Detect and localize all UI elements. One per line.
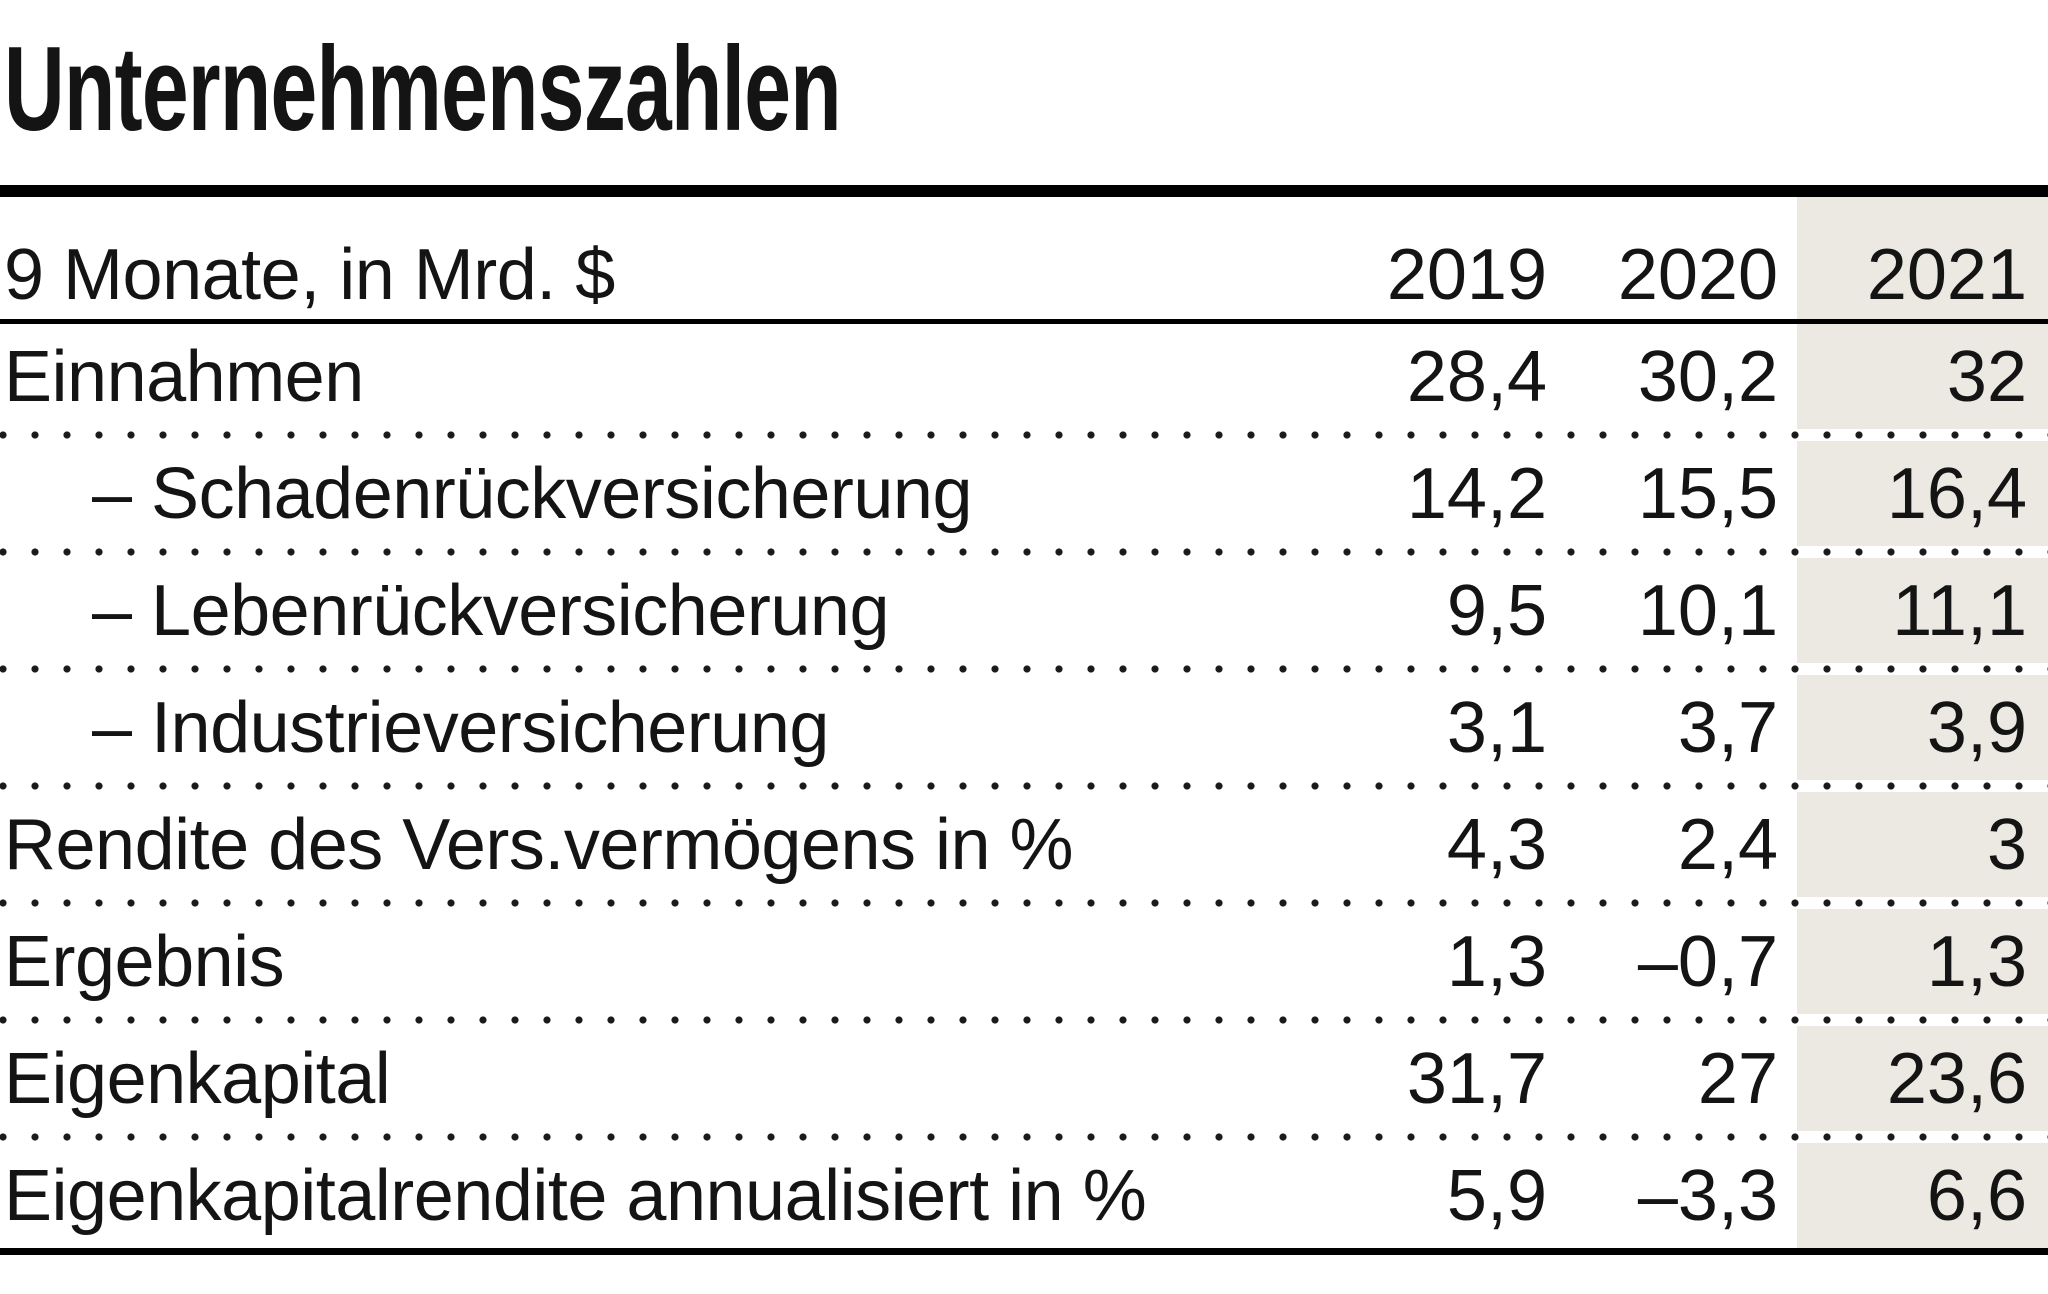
row-label: Ergebnis [4, 921, 285, 1002]
table-row-lebenrueckversicherung: – Lebenrückversicherung 9,5 10,1 11,1 [0, 558, 2048, 663]
column-header-2020: 2020 [1617, 235, 1778, 315]
column-header-2021: 2021 [1866, 235, 2027, 315]
dotted-separator [0, 663, 2048, 675]
value-2020: 10,1 [1637, 570, 1778, 651]
row-label: Eigenkapital [4, 1038, 391, 1119]
value-2021: 23,6 [1886, 1038, 2027, 1119]
table-row-rendite-versvermoegen: Rendite des Vers.vermögens in % 4,3 2,4 … [0, 792, 2048, 897]
value-2019: 9,5 [1446, 570, 1547, 651]
table-row-eigenkapitalrendite: Eigenkapitalrendite annualisiert in % 5,… [0, 1143, 2048, 1248]
value-2021: 1,3 [1926, 921, 2027, 1002]
table-header-row: 9 Monate, in Mrd. $ 2019 2020 2021 [0, 197, 2048, 319]
value-2020: 15,5 [1637, 453, 1778, 534]
value-2021: 3,9 [1926, 687, 2027, 768]
value-2020: 27 [1697, 1038, 1778, 1119]
row-label: – Schadenrückversicherung [92, 453, 973, 534]
value-2020: –3,3 [1637, 1155, 1778, 1236]
value-2019: 5,9 [1446, 1155, 1547, 1236]
dotted-separator [0, 780, 2048, 792]
row-label: – Lebenrückversicherung [92, 570, 890, 651]
unit-label: 9 Monate, in Mrd. $ [4, 235, 615, 315]
table-row-ergebnis: Ergebnis 1,3 –0,7 1,3 [0, 909, 2048, 1014]
dotted-separator [0, 1014, 2048, 1026]
company-figures-table: 9 Monate, in Mrd. $ 2019 2020 2021 Einna… [0, 197, 2048, 1255]
dotted-separator [0, 429, 2048, 441]
table-row-schadenrueckversicherung: – Schadenrückversicherung 14,2 15,5 16,4 [0, 441, 2048, 546]
value-2021: 6,6 [1926, 1155, 2027, 1236]
value-2019: 4,3 [1446, 804, 1547, 885]
value-2019: 3,1 [1446, 687, 1547, 768]
row-label: Eigenkapitalrendite annualisiert in % [4, 1155, 1147, 1236]
value-2021: 11,1 [1892, 570, 2027, 651]
value-2020: 30,2 [1637, 336, 1778, 417]
value-2019: 1,3 [1446, 921, 1547, 1002]
row-label: Einnahmen [4, 336, 364, 417]
header-rule [0, 319, 2048, 324]
column-header-2019: 2019 [1386, 235, 1547, 315]
dotted-separator [0, 897, 2048, 909]
value-2019: 14,2 [1406, 453, 1547, 534]
value-2019: 28,4 [1406, 336, 1547, 417]
value-2021: 3 [1986, 804, 2027, 885]
value-2021: 16,4 [1886, 453, 2027, 534]
dotted-separator [0, 546, 2048, 558]
value-2021: 32 [1946, 336, 2027, 417]
table-row-einnahmen: Einnahmen 28,4 30,2 32 [0, 324, 2048, 429]
table-row-industrieversicherung: – Industrieversicherung 3,1 3,7 3,9 [0, 675, 2048, 780]
table-row-eigenkapital: Eigenkapital 31,7 27 23,6 [0, 1026, 2048, 1131]
value-2019: 31,7 [1406, 1038, 1547, 1119]
bottom-rule [0, 1248, 2048, 1255]
value-2020: 3,7 [1677, 687, 1778, 768]
value-2020: –0,7 [1637, 921, 1778, 1002]
row-label: – Industrieversicherung [92, 687, 829, 768]
page-title: Unternehmenszahlen [4, 22, 842, 156]
highlight-column-2021 [1797, 197, 2048, 1248]
value-2020: 2,4 [1677, 804, 1778, 885]
top-rule [0, 185, 2048, 197]
row-label: Rendite des Vers.vermögens in % [4, 804, 1074, 885]
dotted-separator [0, 1131, 2048, 1143]
